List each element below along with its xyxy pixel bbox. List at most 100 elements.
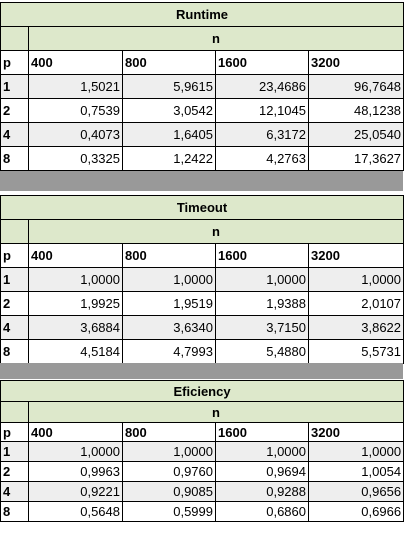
table-row: 4 0,4073 1,6405 6,3172 25,0540 bbox=[0, 122, 404, 147]
value-cell: 1,9519 bbox=[122, 291, 216, 316]
value-cell: 0,6966 bbox=[307, 501, 404, 522]
value-cell: 4,2763 bbox=[215, 146, 309, 171]
table-row: 1 1,5021 5,9615 23,4686 96,7648 bbox=[0, 74, 404, 99]
value-cell: 1,0000 bbox=[215, 267, 309, 292]
corner-cell bbox=[0, 401, 29, 423]
column-header: 1600 bbox=[215, 422, 309, 442]
column-header: 400 bbox=[28, 243, 123, 268]
table-row: 4 3,6884 3,6340 3,7150 3,8622 bbox=[0, 315, 404, 340]
row-header: 1 bbox=[0, 267, 29, 292]
n-header: n bbox=[27, 219, 404, 244]
table-row: 2 0,7539 3,0542 12,1045 48,1238 bbox=[0, 98, 404, 123]
runtime-table: Runtime n p 400 800 1600 3200 1 1,5021 5… bbox=[0, 2, 404, 171]
n-header: n bbox=[27, 26, 404, 51]
row-header: 2 bbox=[0, 98, 29, 123]
column-header: 400 bbox=[28, 50, 123, 75]
value-cell: 0,9085 bbox=[122, 481, 216, 502]
value-cell: 1,0054 bbox=[307, 461, 404, 482]
value-cell: 3,7150 bbox=[215, 315, 309, 340]
column-header: 3200 bbox=[307, 243, 404, 268]
value-cell: 1,0000 bbox=[215, 441, 309, 462]
row-header: 1 bbox=[0, 74, 29, 99]
corner-cell bbox=[0, 26, 29, 51]
value-cell: 25,0540 bbox=[307, 122, 404, 147]
value-cell: 0,5999 bbox=[122, 501, 216, 522]
table-row: 2 1,9925 1,9519 1,9388 2,0107 bbox=[0, 291, 404, 316]
value-cell: 2,0107 bbox=[307, 291, 404, 316]
row-header: 4 bbox=[0, 315, 29, 340]
column-header: 800 bbox=[122, 50, 216, 75]
value-cell: 1,0000 bbox=[28, 441, 123, 462]
column-header: 3200 bbox=[307, 50, 404, 75]
value-cell: 0,3325 bbox=[28, 146, 123, 171]
corner-cell bbox=[0, 219, 29, 244]
value-cell: 4,7993 bbox=[122, 339, 216, 364]
column-header: 400 bbox=[28, 422, 123, 442]
p-header: p bbox=[0, 50, 29, 75]
value-cell: 0,9963 bbox=[28, 461, 123, 482]
value-cell: 3,0542 bbox=[122, 98, 216, 123]
table-row: 1 1,0000 1,0000 1,0000 1,0000 bbox=[0, 441, 404, 462]
table-row: 2 0,9963 0,9760 0,9694 1,0054 bbox=[0, 461, 404, 482]
value-cell: 6,3172 bbox=[215, 122, 309, 147]
value-cell: 1,9925 bbox=[28, 291, 123, 316]
column-header: 800 bbox=[122, 422, 216, 442]
row-header: 8 bbox=[0, 146, 29, 171]
value-cell: 1,9388 bbox=[215, 291, 309, 316]
table-row: 4 0,9221 0,9085 0,9288 0,9656 bbox=[0, 481, 404, 502]
column-header: 800 bbox=[122, 243, 216, 268]
value-cell: 0,9656 bbox=[307, 481, 404, 502]
value-cell: 3,6340 bbox=[122, 315, 216, 340]
value-cell: 1,2422 bbox=[122, 146, 216, 171]
p-header: p bbox=[0, 422, 29, 442]
column-header: 1600 bbox=[215, 243, 309, 268]
table-row: 8 0,3325 1,2422 4,2763 17,3627 bbox=[0, 146, 404, 171]
value-cell: 1,6405 bbox=[122, 122, 216, 147]
value-cell: 0,7539 bbox=[28, 98, 123, 123]
row-header: 4 bbox=[0, 481, 29, 502]
value-cell: 1,0000 bbox=[28, 267, 123, 292]
value-cell: 1,0000 bbox=[122, 441, 216, 462]
row-header: 8 bbox=[0, 501, 29, 522]
section-separator bbox=[0, 363, 403, 379]
timeout-table: Timeout n p 400 800 1600 3200 1 1,0000 1… bbox=[0, 195, 404, 364]
table-row: 8 4,5184 4,7993 5,4880 5,5731 bbox=[0, 339, 404, 364]
value-cell: 0,9760 bbox=[122, 461, 216, 482]
value-cell: 5,5731 bbox=[307, 339, 404, 364]
row-header: 4 bbox=[0, 122, 29, 147]
value-cell: 5,4880 bbox=[215, 339, 309, 364]
value-cell: 0,6860 bbox=[215, 501, 309, 522]
section-separator bbox=[0, 171, 403, 191]
value-cell: 23,4686 bbox=[215, 74, 309, 99]
value-cell: 0,9288 bbox=[215, 481, 309, 502]
value-cell: 0,9221 bbox=[28, 481, 123, 502]
table-title: Eficiency bbox=[0, 380, 404, 402]
value-cell: 5,9615 bbox=[122, 74, 216, 99]
column-header: 1600 bbox=[215, 50, 309, 75]
value-cell: 0,5648 bbox=[28, 501, 123, 522]
value-cell: 1,5021 bbox=[28, 74, 123, 99]
value-cell: 0,4073 bbox=[28, 122, 123, 147]
eficiency-table: Eficiency n p 400 800 1600 3200 1 1,0000… bbox=[0, 380, 404, 522]
value-cell: 1,0000 bbox=[122, 267, 216, 292]
table-row: 1 1,0000 1,0000 1,0000 1,0000 bbox=[0, 267, 404, 292]
row-header: 2 bbox=[0, 291, 29, 316]
value-cell: 4,5184 bbox=[28, 339, 123, 364]
row-header: 1 bbox=[0, 441, 29, 462]
value-cell: 12,1045 bbox=[215, 98, 309, 123]
column-header: 3200 bbox=[307, 422, 404, 442]
n-header: n bbox=[27, 401, 404, 423]
table-title: Timeout bbox=[0, 195, 404, 220]
table-row: 8 0,5648 0,5999 0,6860 0,6966 bbox=[0, 501, 404, 522]
value-cell: 0,9694 bbox=[215, 461, 309, 482]
value-cell: 1,0000 bbox=[307, 441, 404, 462]
table-title: Runtime bbox=[0, 2, 404, 27]
row-header: 2 bbox=[0, 461, 29, 482]
row-header: 8 bbox=[0, 339, 29, 364]
value-cell: 3,6884 bbox=[28, 315, 123, 340]
value-cell: 3,8622 bbox=[307, 315, 404, 340]
p-header: p bbox=[0, 243, 29, 268]
value-cell: 48,1238 bbox=[307, 98, 404, 123]
value-cell: 1,0000 bbox=[307, 267, 404, 292]
value-cell: 17,3627 bbox=[307, 146, 404, 171]
